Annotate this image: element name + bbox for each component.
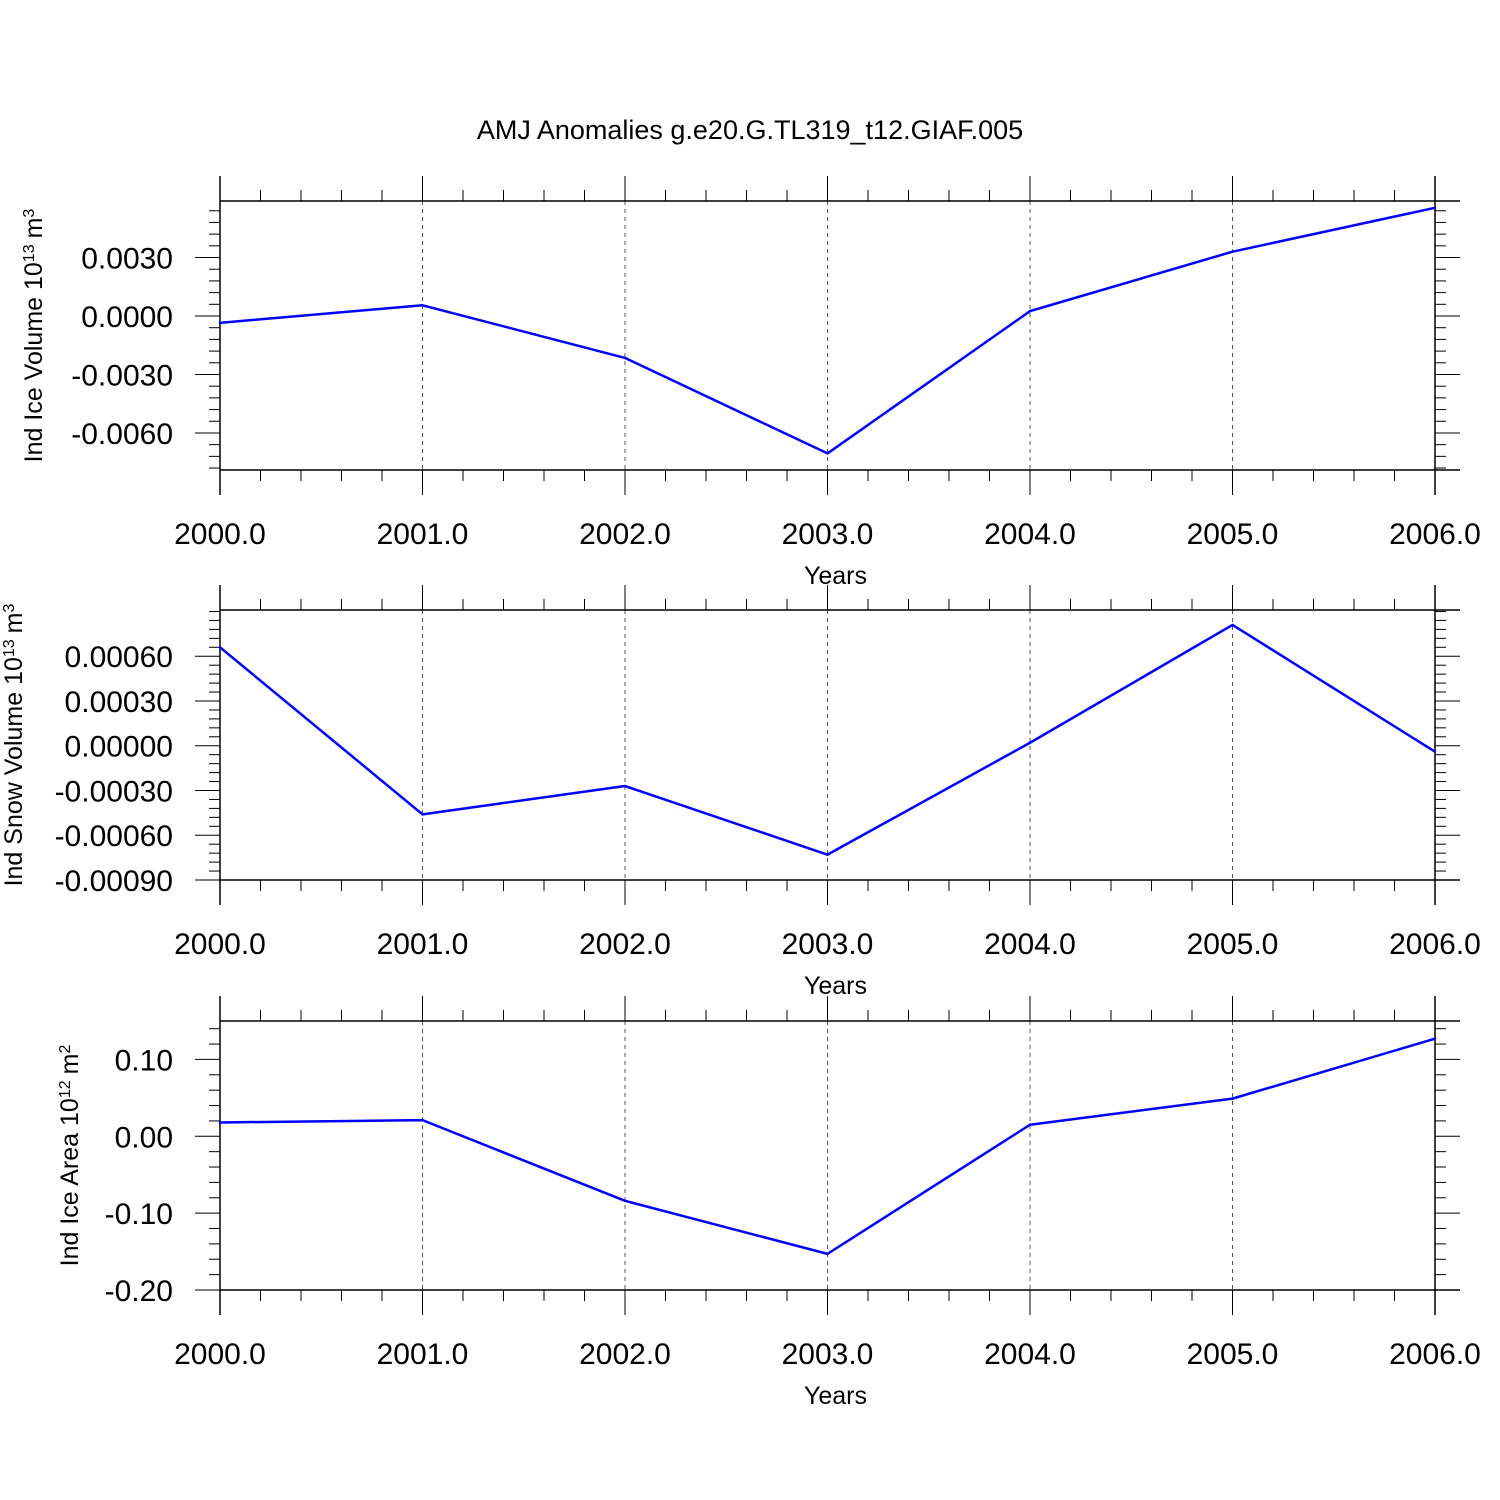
y-tick-label: -0.00090: [55, 865, 173, 898]
x-tick-label: 2002.0: [579, 928, 671, 961]
x-axis-label: Years: [804, 972, 867, 1000]
panel-2: -0.00090 -0.00060 -0.00030 0.00000 0.00030 0.…: [0, 585, 1481, 1000]
data-point: [1231, 250, 1234, 253]
data-point: [421, 304, 424, 307]
y-axis-label-unit-exponent: 3: [1, 603, 18, 612]
data-point: [1231, 623, 1234, 627]
data-point: [1231, 1097, 1234, 1100]
x-tick-label: 2004.0: [984, 518, 1076, 551]
x-tick-label: 2001.0: [377, 1338, 469, 1371]
x-tick-label: 2005.0: [1187, 518, 1279, 551]
y-axis-label: Ind Snow Volume 1013 m3: [0, 603, 28, 886]
data-point: [826, 853, 829, 856]
x-tick-label: 2001.0: [377, 928, 469, 961]
y-tick-label: 0.00000: [65, 731, 173, 764]
data-point: [1028, 741, 1032, 744]
x-tick-label: 2000.0: [174, 518, 266, 551]
data-point: [623, 784, 627, 788]
y-axis-label: Ind Ice Volume 1013 m3: [20, 209, 48, 463]
data-point: [421, 813, 424, 816]
data-point: [1433, 206, 1437, 210]
x-tick-label: 2000.0: [174, 1338, 266, 1371]
y-tick-label: 0.10: [115, 1044, 173, 1077]
x-tick-label: 2001.0: [377, 518, 469, 551]
x-tick-label: 2004.0: [984, 1338, 1076, 1371]
y-tick-label: 0.00060: [65, 641, 173, 674]
data-point: [826, 1252, 829, 1256]
y-axis-label-unit: m: [56, 1054, 84, 1075]
y-tick-label: 0.0030: [81, 243, 173, 276]
y-tick-label: -0.10: [105, 1198, 173, 1231]
x-tick-label: 2003.0: [782, 518, 874, 551]
y-tick-label: -0.0060: [71, 418, 173, 451]
x-tick-label: 2006.0: [1389, 1338, 1481, 1371]
x-tick-label: 2005.0: [1187, 928, 1279, 961]
data-point: [623, 356, 627, 360]
y-axis-label-text: Ind Snow Volume 10: [0, 657, 28, 886]
y-tick-label: 0.00030: [65, 686, 173, 719]
x-axis-label: Years: [804, 1382, 867, 1410]
y-tick-label: -0.20: [105, 1275, 173, 1308]
data-point: [1028, 1123, 1032, 1126]
data-point: [218, 321, 222, 325]
y-axis-label-text: Ind Ice Volume 10: [20, 262, 48, 462]
y-axis-label-unit-exponent: 2: [57, 1045, 74, 1054]
data-point: [218, 1121, 222, 1124]
panel-3: -0.20 -0.10 0.00 0.10 2000.0 2001.0 2002.0 2003…: [56, 996, 1481, 1410]
x-tick-label: 2000.0: [174, 928, 266, 961]
y-tick-label: -0.00030: [55, 775, 173, 808]
data-point: [826, 452, 829, 455]
x-tick-label: 2002.0: [579, 518, 671, 551]
x-tick-label: 2002.0: [579, 1338, 671, 1371]
y-tick-label: 0.0000: [81, 301, 173, 334]
y-axis-label-unit: m: [0, 612, 28, 633]
x-axis-label: Years: [804, 562, 867, 590]
x-tick-label: 2003.0: [782, 1338, 874, 1371]
y-axis-label-unit-exponent: 3: [21, 209, 38, 218]
y-tick-label: 0.00: [115, 1121, 173, 1154]
data-point: [1028, 309, 1032, 313]
x-tick-label: 2004.0: [984, 928, 1076, 961]
panel-1: -0.0060 -0.0030 0.0000 0.0030 2000.0 2001.0 20…: [20, 176, 1481, 590]
x-tick-label: 2005.0: [1187, 1338, 1279, 1371]
y-axis-label: Ind Ice Area 1012 m2: [56, 1045, 84, 1267]
y-axis-label-exponent: 13: [1, 639, 18, 657]
data-point: [1433, 750, 1437, 753]
data-point: [1433, 1037, 1437, 1040]
x-tick-label: 2006.0: [1389, 518, 1481, 551]
y-axis-label-exponent: 13: [21, 244, 38, 262]
y-axis-label-text: Ind Ice Area 10: [56, 1098, 84, 1266]
y-tick-label: -0.00060: [55, 820, 173, 853]
data-point: [623, 1199, 627, 1203]
data-point: [218, 646, 222, 649]
data-point: [421, 1118, 424, 1122]
chart-title: AMJ Anomalies g.e20.G.TL319_t12.GIAF.005: [477, 115, 1023, 145]
x-tick-label: 2006.0: [1389, 928, 1481, 961]
y-axis-label-unit: m: [20, 218, 48, 239]
y-tick-label: -0.0030: [71, 359, 173, 392]
y-axis-label-exponent: 12: [57, 1080, 74, 1098]
x-tick-label: 2003.0: [782, 928, 874, 961]
